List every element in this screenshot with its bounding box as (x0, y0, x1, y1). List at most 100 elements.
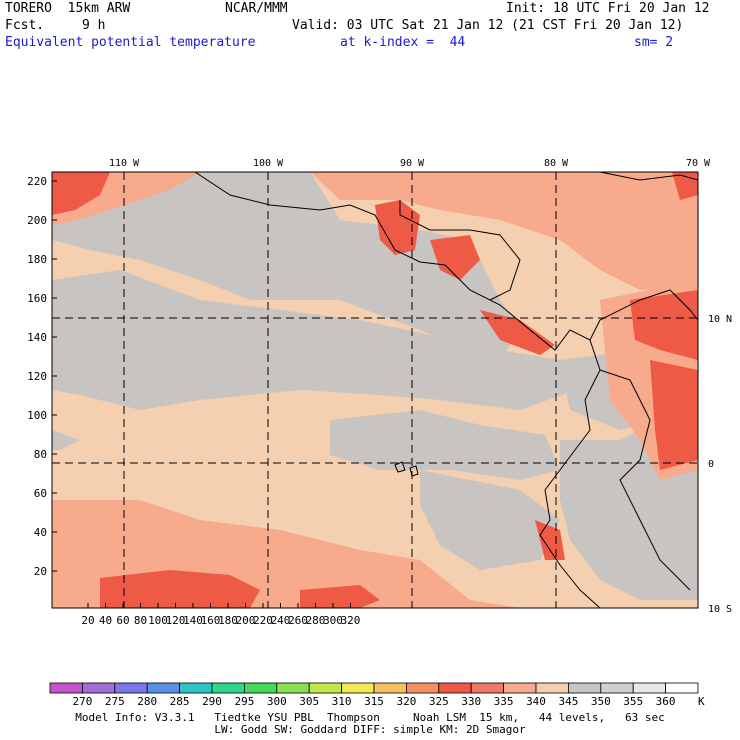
legend-swatch (503, 682, 537, 694)
x-tick-label: 100 (148, 614, 168, 627)
x-tick-label: 280 (306, 614, 326, 627)
org-label: NCAR/MMM (225, 1, 288, 16)
y-tick-label: 220 (27, 175, 47, 188)
hot-zone-ecuador-coast (535, 520, 565, 560)
cool-band-north (52, 172, 520, 360)
x-tick-label: 20 (81, 614, 94, 627)
y-tick-label: 20 (34, 565, 47, 578)
galapagos-islands (394, 461, 406, 473)
legend-swatch (438, 682, 472, 694)
lon-label: 80 W (544, 158, 569, 169)
legend-swatch (405, 682, 440, 694)
hot-zone-caribbean (630, 290, 698, 360)
lon-label: 70 W (686, 158, 711, 169)
y-tick-label: 60 (34, 487, 47, 500)
legend-swatch (276, 682, 310, 694)
x-tick-label: 140 (183, 614, 203, 627)
y-tick-label: 140 (27, 331, 47, 344)
x-tick-label: 300 (323, 614, 343, 627)
x-tick-label: 200 (236, 614, 256, 627)
cool-band-middle (52, 270, 575, 410)
hot-zone-south-central (300, 585, 380, 608)
central-america-caribbean-coast (399, 200, 521, 301)
y-tick-label: 40 (34, 526, 47, 539)
y-tick-label: 180 (27, 253, 47, 266)
legend-value: 320 (396, 695, 416, 708)
x-tick-label: 120 (166, 614, 186, 627)
legend-swatch (179, 682, 213, 694)
legend-value: 330 (461, 695, 481, 708)
x-tick-label: 40 (99, 614, 112, 627)
color-legend: 270 275 280 285 290 295 300 305 310 315 320 325 330 3… (49, 682, 699, 708)
y-grid-index-ticks: 220 200 180 160 140 120 100 80 60 40 20 (27, 175, 57, 578)
x-tick-label: 180 (218, 614, 238, 627)
legend-swatch (665, 682, 699, 694)
level-info: at k-index = 44 (340, 35, 466, 50)
forecast-label: Fcst. (5, 18, 45, 33)
model-info-line-1: Model Info: V3.3.1 Tiedtke YSU PBL Thomp… (75, 711, 665, 724)
legend-swatch (373, 682, 407, 694)
smoothing-info: sm= 2 (634, 35, 674, 50)
legend-swatch (632, 682, 667, 694)
warm-zone-northeast (310, 172, 698, 290)
top-longitude-labels: 110 W 100 W 90 W 80 W 70 W (109, 158, 711, 169)
lat-label: 10 N (708, 314, 732, 325)
legend-value: 315 (364, 695, 384, 708)
y-tick-label: 200 (27, 214, 47, 227)
legend-swatch (308, 682, 343, 694)
legend-value: 325 (429, 695, 449, 708)
legend-swatch (600, 682, 634, 694)
cool-band-equator (330, 410, 560, 480)
legend-value: 285 (170, 695, 190, 708)
legend-value: 300 (267, 695, 287, 708)
legend-value: 280 (137, 695, 157, 708)
cool-band-south (420, 470, 560, 570)
legend-swatch (243, 682, 278, 694)
legend-value: 310 (332, 695, 352, 708)
legend-value: 290 (202, 695, 222, 708)
legend-value: 340 (526, 695, 546, 708)
legend-value: 270 (72, 695, 92, 708)
legend-swatch (341, 682, 375, 694)
temperature-field (52, 172, 698, 608)
south-america-pacific-coast (539, 339, 601, 608)
map-frame (51, 171, 699, 609)
legend-swatch (114, 682, 148, 694)
lon-label: 110 W (109, 158, 140, 169)
x-tick-label: 80 (134, 614, 147, 627)
legend-value: 360 (656, 695, 676, 708)
x-tick-label: 160 (201, 614, 221, 627)
legend-value: 355 (623, 695, 643, 708)
hot-zone-costa-rica (480, 310, 555, 355)
model-title: TORERO 15km ARW (5, 1, 131, 16)
y-tick-label: 80 (34, 448, 47, 461)
lat-label: 10 S (708, 604, 732, 615)
hot-zone-guatemala (375, 200, 420, 255)
cuba-coast (599, 172, 698, 181)
x-tick-label: 220 (253, 614, 273, 627)
x-grid-index-ticks: 20 40 60 80 10012014016018020022024026028030… (81, 603, 360, 627)
cool-patch-west (52, 430, 80, 450)
legend-unit: K (698, 695, 705, 708)
valid-time: Valid: 03 UTC Sat 21 Jan 12 (21 CST Fri … (292, 18, 684, 33)
legend-swatch (470, 682, 505, 694)
x-tick-label: 320 (341, 614, 361, 627)
lon-label: 90 W (400, 158, 425, 169)
y-tick-label: 160 (27, 292, 47, 305)
legend-value: 345 (558, 695, 578, 708)
legend-value: 350 (591, 695, 611, 708)
hot-zone-honduras (430, 235, 480, 280)
lat-lon-grid (52, 172, 698, 608)
legend-swatch (535, 682, 569, 694)
x-tick-label: 240 (271, 614, 291, 627)
coastlines (194, 172, 698, 608)
forecast-hour: 9 h (82, 18, 106, 33)
y-tick-label: 100 (27, 409, 47, 422)
field-name: Equivalent potential temperature (5, 35, 256, 50)
legend-swatch (82, 682, 116, 694)
legend-swatch (211, 682, 245, 694)
model-info-line-2: LW: Godd SW: Goddard DIFF: simple KM: 2D… (214, 723, 526, 736)
init-time: Init: 18 UTC Fri 20 Jan 12 (506, 1, 710, 16)
hot-zone-venezuela-east (650, 360, 698, 470)
